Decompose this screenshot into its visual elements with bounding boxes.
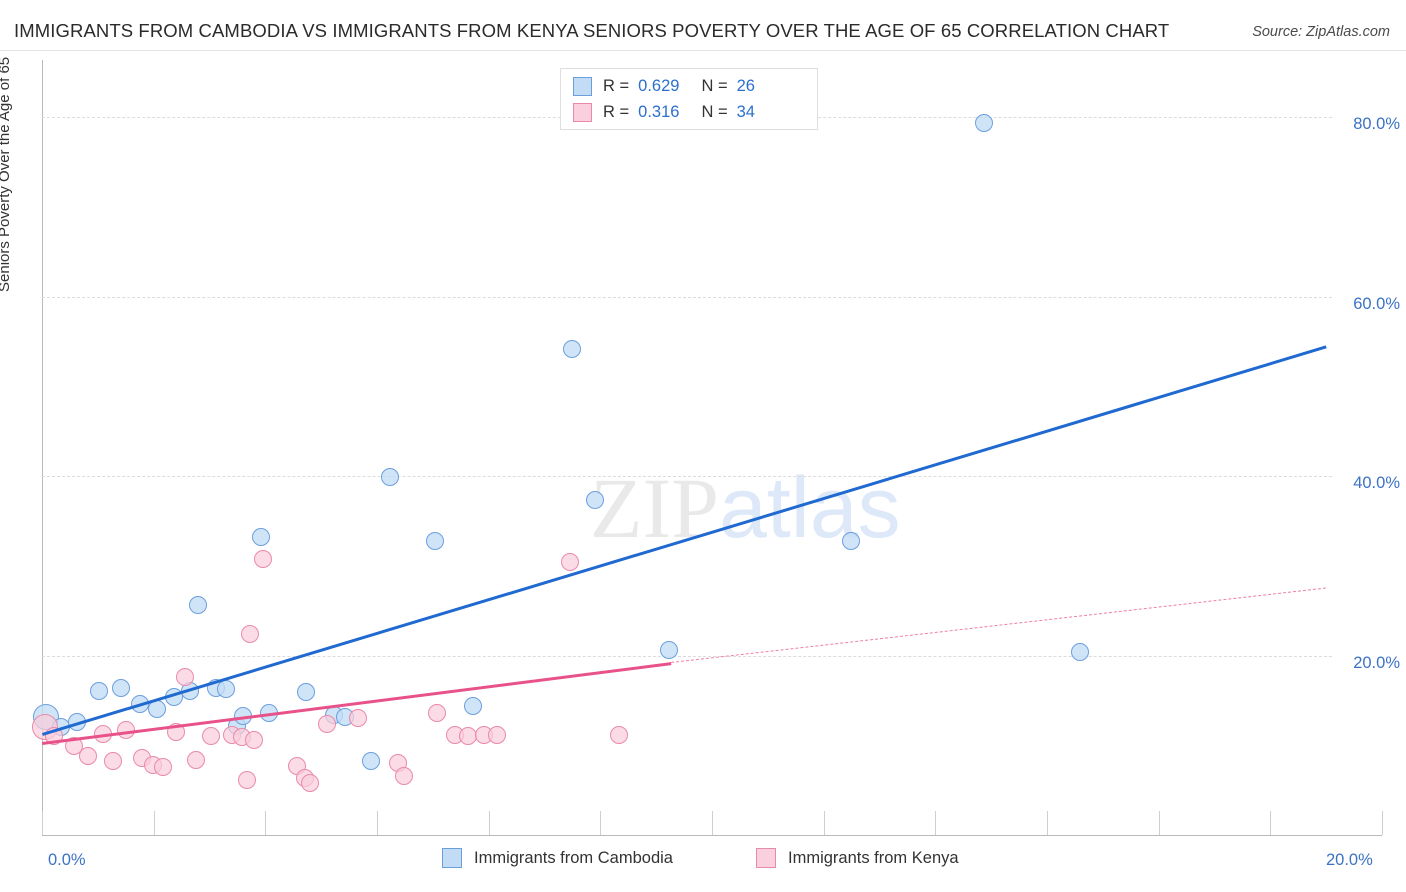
- stats-n-label-cambodia: N =: [701, 76, 728, 95]
- scatter-point[interactable]: [458, 727, 477, 746]
- scatter-point[interactable]: [974, 113, 993, 132]
- stats-n-value-kenya: 34: [736, 102, 755, 121]
- x-tick-mark: [712, 811, 713, 835]
- scatter-point[interactable]: [65, 737, 84, 756]
- y-tick-label: 80.0%: [1353, 115, 1400, 134]
- x-axis-line: [42, 835, 1382, 836]
- x-tick-mark: [488, 811, 490, 835]
- scatter-point[interactable]: [297, 683, 316, 702]
- trendline-kenya-extrapolated: [670, 587, 1326, 663]
- x-tick-mark: [1047, 811, 1048, 835]
- scatter-point[interactable]: [301, 773, 320, 792]
- scatter-point[interactable]: [253, 549, 272, 568]
- stats-n-value-cambodia: 26: [736, 76, 755, 95]
- stats-swatch-kenya-icon: [573, 102, 592, 122]
- scatter-point[interactable]: [238, 771, 257, 790]
- page-title: IMMIGRANTS FROM CAMBODIA VS IMMIGRANTS F…: [14, 20, 1170, 41]
- x-tick-mark: [377, 811, 378, 835]
- legend-label-kenya: Immigrants from Kenya: [788, 848, 959, 867]
- scatter-point[interactable]: [426, 531, 445, 550]
- scatter-point[interactable]: [147, 700, 166, 719]
- scatter-point[interactable]: [44, 727, 63, 746]
- scatter-point[interactable]: [217, 679, 236, 698]
- watermark-zip: ZIP: [590, 460, 719, 556]
- legend-swatch-kenya-icon: [756, 848, 776, 868]
- scatter-point[interactable]: [244, 730, 263, 749]
- scatter-point[interactable]: [463, 696, 482, 715]
- scatter-point[interactable]: [427, 704, 446, 722]
- stats-n-label-kenya: N =: [701, 102, 728, 121]
- trendline-cambodia: [42, 345, 1327, 736]
- scatter-point[interactable]: [560, 553, 579, 572]
- x-tick-mark: [153, 811, 155, 835]
- scatter-point[interactable]: [189, 596, 208, 615]
- scatter-point[interactable]: [260, 704, 279, 722]
- y-tick-label: 20.0%: [1353, 653, 1400, 672]
- plot-area: ZIPatlas: [31, 60, 1332, 835]
- gridline-y: [42, 296, 1332, 298]
- scatter-point[interactable]: [487, 726, 506, 745]
- scatter-point[interactable]: [89, 682, 108, 701]
- scatter-point[interactable]: [240, 625, 259, 644]
- stats-r-label-cambodia: R =: [603, 76, 630, 95]
- watermark-atlas: atlas: [719, 460, 901, 556]
- x-tick-mark: [42, 811, 43, 835]
- scatter-point[interactable]: [395, 766, 414, 785]
- gridline-y: [42, 476, 1332, 478]
- legend-item-kenya[interactable]: Immigrants from Kenya: [756, 848, 959, 868]
- gridline-y: [42, 655, 1332, 657]
- scatter-point[interactable]: [349, 709, 368, 728]
- x-tick-mark: [265, 811, 267, 835]
- x-tick-mark: [935, 811, 937, 835]
- x-tick-label-min: 0.0%: [48, 851, 86, 869]
- y-tick-label: 60.0%: [1353, 294, 1400, 313]
- scatter-point[interactable]: [234, 706, 253, 725]
- scatter-point[interactable]: [79, 747, 98, 766]
- scatter-point[interactable]: [842, 531, 861, 550]
- scatter-point[interactable]: [361, 751, 380, 770]
- y-axis-line: [42, 60, 43, 835]
- scatter-point[interactable]: [116, 721, 135, 740]
- scatter-point[interactable]: [176, 668, 195, 687]
- stats-r-label-kenya: R =: [603, 102, 630, 121]
- scatter-point[interactable]: [167, 722, 186, 741]
- scatter-point[interactable]: [186, 750, 205, 769]
- scatter-point[interactable]: [252, 528, 271, 547]
- stats-r-value-cambodia: 0.629: [638, 76, 680, 95]
- x-tick-mark: [600, 811, 602, 835]
- legend-swatch-cambodia-icon: [442, 848, 462, 868]
- stats-row-cambodia: R = 0.629 N = 26: [573, 73, 805, 99]
- scatter-point[interactable]: [659, 641, 678, 660]
- header-divider: [0, 50, 1406, 51]
- legend-item-cambodia[interactable]: Immigrants from Cambodia: [442, 848, 673, 868]
- scatter-point[interactable]: [586, 491, 605, 510]
- scatter-point[interactable]: [318, 714, 337, 733]
- scatter-point[interactable]: [563, 339, 582, 358]
- x-tick-mark: [1158, 811, 1160, 835]
- x-tick-mark: [823, 811, 825, 835]
- stats-r-value-kenya: 0.316: [638, 102, 680, 121]
- y-axis-title: Seniors Poverty Over the Age of 65: [0, 56, 13, 292]
- stats-swatch-cambodia-icon: [573, 76, 592, 96]
- source-label: Source: ZipAtlas.com: [1252, 24, 1390, 40]
- scatter-point[interactable]: [154, 757, 173, 776]
- scatter-point[interactable]: [610, 725, 629, 744]
- x-tick-mark: [1270, 811, 1272, 835]
- scatter-point[interactable]: [68, 712, 87, 731]
- scatter-point[interactable]: [94, 724, 113, 743]
- scatter-point[interactable]: [201, 727, 220, 746]
- correlation-stats-box: R = 0.629 N = 26 R = 0.316 N = 34: [560, 68, 818, 130]
- stats-row-kenya: R = 0.316 N = 34: [573, 99, 805, 125]
- scatter-point[interactable]: [1071, 643, 1090, 661]
- y-tick-label: 40.0%: [1353, 474, 1400, 493]
- x-tick-label-max: 20.0%: [1326, 851, 1373, 869]
- scatter-point[interactable]: [111, 678, 130, 697]
- scatter-point[interactable]: [103, 752, 122, 771]
- x-tick-mark: [1382, 811, 1383, 835]
- scatter-point[interactable]: [381, 468, 400, 487]
- legend-label-cambodia: Immigrants from Cambodia: [474, 848, 673, 867]
